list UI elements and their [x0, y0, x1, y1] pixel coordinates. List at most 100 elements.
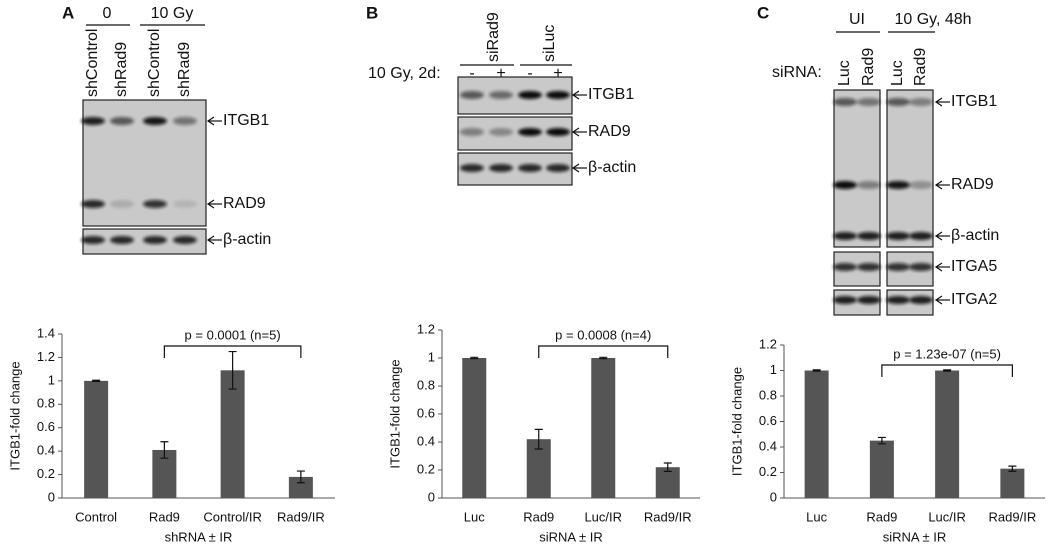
- y-tick-label: 1.2: [37, 349, 55, 364]
- blot-band: [857, 181, 881, 189]
- lane-label: Luc: [836, 60, 853, 86]
- x-tick-label: Rad9: [149, 509, 180, 524]
- blot-band: [857, 263, 881, 271]
- x-tick-label: Rad9/IR: [277, 509, 325, 524]
- blot-band: [460, 128, 484, 136]
- error-bar: [1008, 465, 1017, 472]
- x-tick-label: Control: [75, 509, 117, 524]
- blot-band: [546, 128, 570, 136]
- bar: [220, 370, 245, 498]
- blot-band: [909, 263, 933, 271]
- y-tick-label: 1.2: [417, 321, 435, 336]
- bar: [869, 440, 894, 498]
- blot-band: [460, 91, 484, 99]
- band-label: ITGB1: [588, 86, 634, 103]
- band-arrowhead: [934, 262, 943, 272]
- lane-label: -: [469, 65, 474, 82]
- blot-membrane: [886, 89, 934, 248]
- blot-band: [518, 91, 542, 99]
- blot-band: [886, 232, 910, 240]
- y-axis-title: ITGB1-fold change: [7, 361, 22, 470]
- group-label: UI: [849, 11, 865, 28]
- lane-label: +: [496, 65, 505, 82]
- x-tick-label: Rad9: [523, 509, 554, 524]
- lane-label: shRad9: [176, 42, 193, 97]
- error-bar: [92, 379, 101, 383]
- band-label: ITGB1: [951, 93, 997, 110]
- blot-band: [110, 200, 134, 208]
- y-axis-title: ITGB1-fold change: [387, 359, 402, 468]
- significance-bracket: [538, 345, 669, 358]
- x-tick-label: Rad9/IR: [644, 509, 692, 524]
- blot-band: [173, 200, 197, 208]
- y-tick-label: 1.4: [37, 325, 55, 340]
- band-arrowhead: [206, 235, 215, 245]
- bar: [655, 467, 680, 498]
- bar: [84, 380, 109, 498]
- annotation: p = 0.0008 (n=4): [555, 327, 651, 342]
- y-tick-label: 0.6: [37, 419, 55, 434]
- significance-bracket: [163, 345, 302, 358]
- x-tick-label: Luc/IR: [928, 509, 966, 524]
- group-label: 0: [103, 5, 112, 22]
- y-tick-label: 0: [48, 489, 55, 504]
- band-arrowhead: [206, 116, 215, 126]
- blot-band: [909, 296, 933, 304]
- blot-band: [173, 117, 197, 125]
- y-tick-label: 0.6: [417, 405, 435, 420]
- band-arrowhead: [934, 97, 943, 107]
- y-tick-label: 0.6: [759, 413, 777, 428]
- error-bar: [534, 428, 543, 450]
- band-label: β-actin: [951, 227, 999, 244]
- blot-band: [857, 232, 881, 240]
- x-axis-title: siRNA ± IR: [539, 529, 602, 544]
- blot-band: [857, 98, 881, 106]
- band-arrowhead: [934, 180, 943, 190]
- band-arrowhead: [571, 163, 580, 173]
- annotation: p = 0.0001 (n=5): [185, 327, 281, 342]
- blot-band: [110, 117, 134, 125]
- bar: [591, 358, 616, 498]
- bar: [1000, 468, 1025, 498]
- y-axis-title: ITGB1-fold change: [729, 367, 744, 476]
- y-tick-label: 0.2: [417, 461, 435, 476]
- bar: [462, 358, 487, 498]
- band-arrowhead: [571, 127, 580, 137]
- error-bar: [470, 356, 479, 360]
- y-tick-label: 0.2: [759, 464, 777, 479]
- bar: [804, 370, 829, 498]
- blot-band: [833, 98, 857, 106]
- y-tick-label: 0.4: [37, 443, 55, 458]
- lane-label: Rad9: [860, 48, 877, 86]
- lane-label: shControl: [84, 29, 101, 97]
- y-tick-label: 0: [770, 489, 777, 504]
- blot-band: [546, 164, 570, 172]
- blot-band: [143, 200, 167, 208]
- band-label: RAD9: [951, 176, 994, 193]
- lane-label: +: [553, 65, 562, 82]
- group-label: siLuc: [541, 25, 558, 62]
- blot-band: [489, 128, 513, 136]
- error-bar: [228, 350, 237, 390]
- band-label: ITGA2: [951, 291, 997, 308]
- band-label: β-actin: [588, 159, 636, 176]
- panel-label: B: [366, 3, 378, 22]
- bar: [935, 370, 960, 498]
- blot-membrane: [833, 89, 881, 248]
- band-arrowhead: [934, 231, 943, 241]
- bar: [288, 476, 313, 498]
- group-label: siRad9: [485, 12, 502, 62]
- blot-band: [489, 164, 513, 172]
- blot-band: [833, 232, 857, 240]
- x-tick-label: Rad9: [866, 509, 897, 524]
- error-bar: [296, 470, 305, 484]
- blot-band: [518, 128, 542, 136]
- blot-band: [886, 98, 910, 106]
- x-tick-label: Luc/IR: [584, 509, 622, 524]
- blot-band: [110, 236, 134, 244]
- treatment-label: 10 Gy, 2d:: [368, 65, 441, 82]
- blot-band: [886, 181, 910, 189]
- x-tick-label: Rad9/IR: [989, 509, 1037, 524]
- band-label: RAD9: [588, 123, 631, 140]
